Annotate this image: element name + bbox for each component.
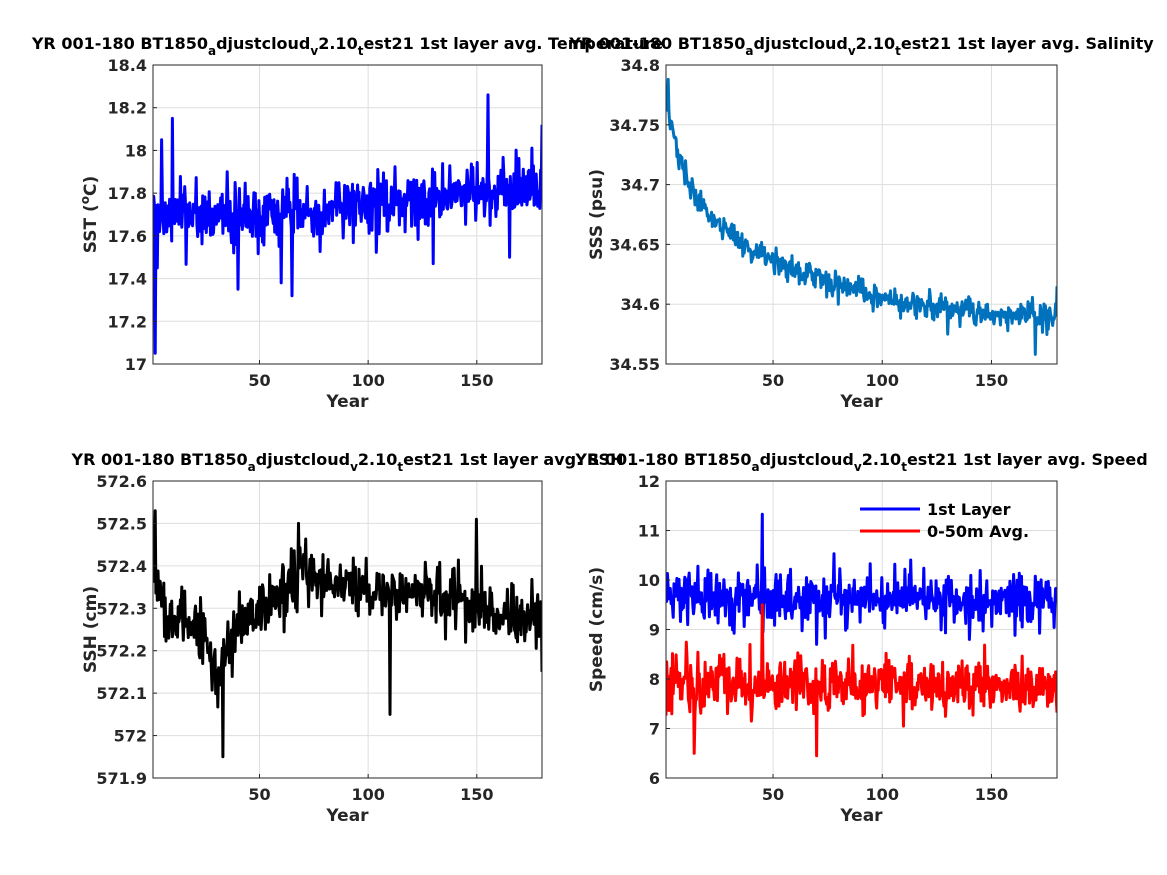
series-line-1 (153, 93, 542, 355)
series-group (153, 93, 542, 355)
x-axis-label: Year (839, 392, 883, 412)
plot-title-2: YR 001-180 BT1850adjustcloudv2.10test21 … (568, 34, 1154, 58)
y-tick-label: 34.75 (609, 116, 660, 135)
legend: 1st Layer 0-50m Avg. (860, 500, 1029, 541)
y-tick-label: 34.7 (621, 176, 660, 195)
y-tick-label: 17 (125, 355, 147, 374)
y-tick-label: 6 (649, 769, 660, 788)
y-tick-label: 12 (638, 472, 660, 491)
series-line-1 (153, 509, 542, 759)
y-tick-label: 572 (114, 727, 147, 746)
y-tick-label: 10 (638, 571, 660, 590)
y-tick-label: 34.55 (609, 355, 660, 374)
y-tick-label: 572.6 (96, 472, 147, 491)
y-tick-label: 572.2 (96, 642, 147, 661)
y-tick-label: 572.4 (96, 557, 147, 576)
y-tick-label: 572.3 (96, 599, 147, 618)
y-tick-label: 8 (649, 670, 660, 689)
x-axis-label: Year (325, 806, 369, 826)
y-tick-label: 18.2 (108, 99, 147, 118)
x-tick-label: 150 (975, 371, 1008, 390)
legend-label: 1st Layer (927, 500, 1011, 519)
axes-frame (665, 64, 1058, 365)
subplot-4: 50 100 150 6 7 8 9 10 11 12 Year Speed (cm/s) YR 001… (574, 450, 1147, 826)
y-tick-label: 34.65 (609, 235, 660, 254)
y-axis-label: SSS (psu) (587, 169, 607, 260)
y-tick-label: 9 (649, 621, 660, 640)
y-tick-label: 17.4 (108, 270, 147, 289)
axes-frame (152, 480, 543, 779)
subplot-2: 50 100 150 34.55 34.6 34.65 34.7 34.75 34.8 Year S… (568, 34, 1154, 412)
subplot-3: 50 100 150 571.9 572 572.1 572.2 572.3 572.4 572.… (71, 450, 624, 826)
y-tick-label: 34.8 (621, 56, 660, 75)
y-tick-label: 18.4 (108, 56, 147, 75)
y-tick-label: 572.1 (96, 684, 147, 703)
plot-title-1: YR 001-180 BT1850adjustcloudv2.10test21 … (31, 34, 663, 58)
y-axis-label: SSH (cm) (81, 586, 101, 673)
series-line-0-50m-avg- (666, 603, 1057, 758)
y-axis-label: Speed (cm/s) (587, 567, 607, 692)
x-tick-label: 150 (975, 785, 1008, 804)
y-tick-label: 571.9 (96, 769, 147, 788)
series-group (666, 77, 1057, 356)
x-axis-label: Year (839, 806, 883, 826)
axes-frame (152, 64, 543, 365)
subplot-1: 50 100 150 17 17.2 17.4 17.6 17.8 18 18.2 18.4 Year… (31, 34, 663, 412)
x-tick-label: 100 (351, 785, 384, 804)
y-tick-label: 17.6 (108, 227, 147, 246)
legend-label: 0-50m Avg. (927, 522, 1029, 541)
series-group (666, 512, 1057, 758)
x-axis-label: Year (325, 392, 369, 412)
plot-area (153, 481, 542, 778)
plot-title-4: YR 001-180 BT1850adjustcloudv2.10test21 … (574, 450, 1147, 474)
x-tick-label: 50 (762, 371, 784, 390)
x-tick-label: 50 (248, 371, 270, 390)
x-tick-label: 150 (460, 371, 493, 390)
y-tick-label: 17.8 (108, 184, 147, 203)
x-tick-label: 150 (460, 785, 493, 804)
series-line-1st-layer (666, 512, 1057, 646)
plot-area (666, 65, 1057, 364)
y-tick-label: 572.5 (96, 514, 147, 533)
series-line-1 (666, 77, 1057, 356)
x-tick-label: 100 (866, 371, 899, 390)
y-tick-label: 17.2 (108, 312, 147, 331)
x-tick-label: 100 (351, 371, 384, 390)
y-tick-label: 7 (649, 720, 660, 739)
y-tick-label: 18 (125, 141, 147, 160)
y-axis-label: SST (oC) (78, 176, 101, 254)
x-tick-label: 50 (762, 785, 784, 804)
plot-title-3: YR 001-180 BT1850adjustcloudv2.10test21 … (71, 450, 624, 474)
x-tick-label: 100 (866, 785, 899, 804)
series-group (153, 509, 542, 759)
y-tick-label: 11 (638, 522, 660, 541)
x-tick-label: 50 (248, 785, 270, 804)
y-tick-label: 34.6 (621, 295, 660, 314)
